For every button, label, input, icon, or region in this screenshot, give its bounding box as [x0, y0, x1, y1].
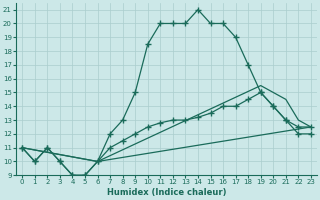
X-axis label: Humidex (Indice chaleur): Humidex (Indice chaleur): [107, 188, 226, 197]
